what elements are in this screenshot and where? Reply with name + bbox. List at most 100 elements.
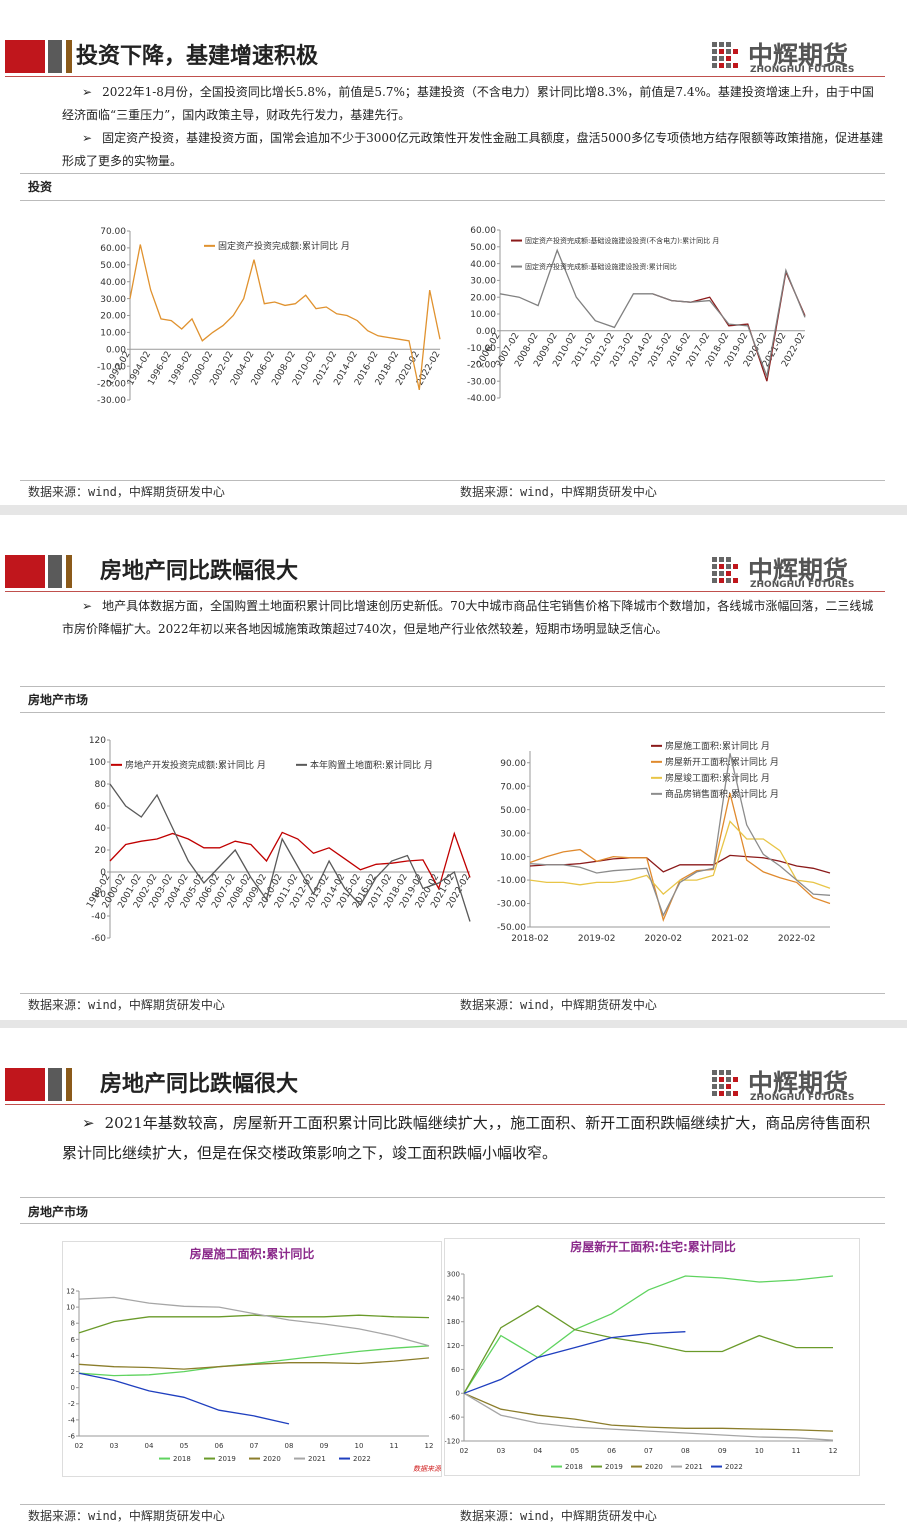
x-tick-label: 08	[681, 1447, 690, 1455]
y-tick-label: 100	[89, 758, 106, 768]
bullet: 地产具体数据方面，全国购置土地面积累计同比增速创历史新低。70大中城市商品住宅销…	[62, 595, 884, 641]
y-tick-label: -20.00	[97, 379, 126, 389]
y-tick-label: 0	[71, 1384, 75, 1392]
legend-label: 房屋竣工面积:累计同比 月	[665, 772, 770, 784]
legend-label: 固定资产投资完成额:累计同比 月	[218, 240, 350, 252]
chart-note: 数据来源：Wind	[413, 1465, 442, 1473]
legend-label: 2022	[725, 1463, 743, 1471]
y-tick-label: -6	[68, 1432, 76, 1440]
x-tick-label: 11	[792, 1447, 801, 1455]
y-tick-label: 50.00	[100, 261, 126, 271]
logo: 中辉期货 ZHONGHUI FUTURES	[710, 1066, 854, 1104]
legend-label: 2018	[565, 1463, 583, 1471]
y-tick-label: 30.00	[500, 829, 526, 839]
x-tick-label: 10	[355, 1442, 364, 1450]
y-tick-label: -2	[68, 1400, 75, 1408]
source: 数据来源：wind，中辉期货研发中心	[28, 998, 225, 1012]
series-line	[529, 793, 831, 923]
y-tick-label: 0	[100, 868, 106, 878]
source: 数据来源：wind，中辉期货研发中心	[28, 485, 225, 499]
x-tick-label: 12	[425, 1442, 434, 1450]
y-tick-label: 300	[447, 1270, 460, 1278]
legend-label: 固定资产投资完成额:基础设施建设投资:累计同比	[525, 262, 677, 271]
series-line	[529, 820, 831, 896]
y-tick-label: 180	[447, 1318, 460, 1326]
header-block	[66, 555, 72, 588]
x-tick-label: 08	[285, 1442, 294, 1450]
header-block	[48, 40, 62, 73]
x-tick-label: 03	[496, 1447, 505, 1455]
section-label: 房地产市场	[28, 1205, 89, 1219]
y-tick-label: -10.00	[497, 876, 526, 886]
chart: -60-40-200204060801001201999-022000-0220…	[85, 736, 472, 944]
header-block	[66, 40, 72, 73]
y-tick-label: -120	[444, 1437, 460, 1445]
header-rule	[5, 76, 885, 77]
y-tick-label: 60.00	[100, 244, 126, 254]
legend-label: 2019	[218, 1455, 236, 1463]
y-tick-label: 20.00	[470, 293, 496, 303]
x-tick-label: 11	[390, 1442, 399, 1450]
series-line	[463, 1392, 834, 1441]
legend-label: 2019	[605, 1463, 623, 1471]
x-tick-label: 2022-02	[778, 934, 816, 944]
y-tick-label: -60	[449, 1414, 460, 1422]
y-tick-label: -30.00	[97, 396, 126, 406]
y-tick-label: -10.00	[467, 344, 496, 354]
logo: 中辉期货 ZHONGHUI FUTURES	[710, 38, 854, 76]
y-tick-label: 10.00	[100, 329, 126, 339]
slide-title: 投资下降，基建增速积极	[76, 43, 319, 69]
y-tick-label: 4	[71, 1352, 76, 1360]
y-tick-label: -40	[91, 912, 106, 922]
logo-icon	[712, 557, 738, 583]
bullets: 地产具体数据方面，全国购置土地面积累计同比增速创历史新低。70大中城市商品住宅销…	[62, 595, 884, 641]
y-tick-label: 10.00	[500, 853, 526, 863]
header-block	[66, 1068, 72, 1101]
legend-label: 2021	[685, 1463, 703, 1471]
series-line	[463, 1392, 834, 1432]
x-tick-label: 09	[718, 1447, 727, 1455]
y-tick-label: -40.00	[467, 394, 496, 404]
series-line	[78, 1314, 430, 1334]
series-line	[78, 1296, 430, 1347]
y-tick-label: 0.00	[476, 327, 496, 337]
slide: 房地产同比跌幅很大 中辉期货 ZHONGHUI FUTURES 2021年基数较…	[0, 1028, 907, 1526]
rule	[20, 993, 885, 994]
x-tick-label: 2021-02	[711, 934, 749, 944]
slide-title: 房地产同比跌幅很大	[100, 558, 299, 584]
header-block	[5, 555, 45, 588]
y-tick-label: 8	[71, 1320, 75, 1328]
rule	[20, 686, 885, 687]
bullets: 2021年基数较高，房屋新开工面积累计同比跌幅继续扩大，，施工面积、新开工面积跌…	[62, 1108, 884, 1168]
y-tick-label: -50.00	[497, 923, 526, 933]
legend-label: 商品房销售面积:累计同比 月	[665, 788, 779, 800]
header-block	[5, 1068, 45, 1101]
logo-en: ZHONGHUI FUTURES	[750, 1093, 855, 1103]
y-tick-label: -30.00	[497, 900, 526, 910]
series-line	[78, 1345, 430, 1377]
x-tick-label: 10	[755, 1447, 764, 1455]
source: 数据来源：wind，中辉期货研发中心	[460, 1509, 657, 1523]
rule	[20, 1504, 885, 1505]
logo-icon	[712, 42, 738, 68]
source: 数据来源：wind，中辉期货研发中心	[460, 998, 657, 1012]
legend-label: 本年购置土地面积:累计同比 月	[310, 759, 433, 771]
y-tick-label: -10.00	[97, 362, 126, 372]
y-tick-label: 60.00	[470, 226, 496, 236]
x-tick-label: 02	[460, 1447, 469, 1455]
y-tick-label: 120	[447, 1342, 460, 1350]
x-tick-label: 2019-02	[578, 934, 616, 944]
series-line	[78, 1357, 430, 1370]
y-tick-label: 70.00	[100, 227, 126, 237]
series-line	[499, 248, 806, 379]
series-line	[129, 244, 441, 391]
header-block	[48, 1068, 62, 1101]
y-tick-label: -60	[91, 934, 106, 944]
y-tick-label: 40.00	[100, 278, 126, 288]
rule	[20, 712, 885, 713]
y-tick-label: 70.00	[500, 782, 526, 792]
y-tick-label: 50.00	[470, 243, 496, 253]
x-tick-label: 07	[644, 1447, 653, 1455]
